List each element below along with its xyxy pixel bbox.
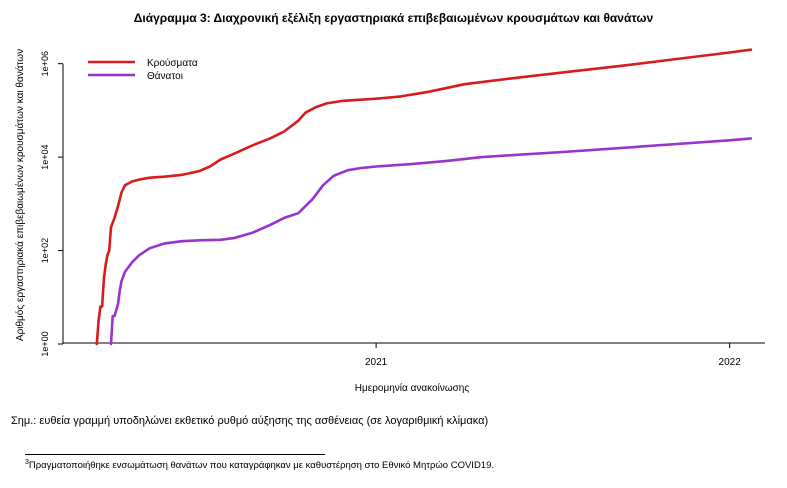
chart-title: Διάγραμμα 3: Διαχρονική εξέλιξη εργαστηρ…: [133, 11, 654, 25]
legend-label: Θάνατοι: [147, 70, 183, 82]
footnote-marker: 3: [25, 459, 29, 466]
y-tick-label: 1e+04: [40, 144, 50, 169]
legend-label: Κρούσματα: [147, 57, 198, 69]
footnote: 3Πραγματοποιήθηκε ενσωμάτωση θανάτων που…: [25, 459, 494, 471]
y-axis-label: Αριθμός εργαστηριακά επιβεβαιωμένων κρου…: [14, 49, 26, 341]
series-line-2: [109, 137, 753, 346]
chart-note: Σημ.: ευθεία γραμμή υποδηλώνει εκθετικό …: [11, 415, 489, 427]
footnote-divider: [25, 454, 325, 455]
y-tick-label: 1e+02: [40, 238, 50, 263]
y-tick-label: 1e+06: [40, 51, 50, 76]
y-tick-label: 1e+00: [40, 331, 50, 356]
chart-plot-area: 1e+00 1e+02 1e+04 1e+06 2021 2022 Ημερομηνία α…: [14, 48, 765, 394]
x-tick-label: 2021: [365, 357, 388, 368]
x-tick-label: 2022: [719, 357, 742, 368]
x-axis-label: Ημερομηνία ανακοίνωσης: [355, 382, 470, 394]
series-line-1: [95, 48, 753, 346]
footnote-text: Πραγματοποιήθηκε ενσωμάτωση θανάτων που …: [28, 460, 495, 472]
